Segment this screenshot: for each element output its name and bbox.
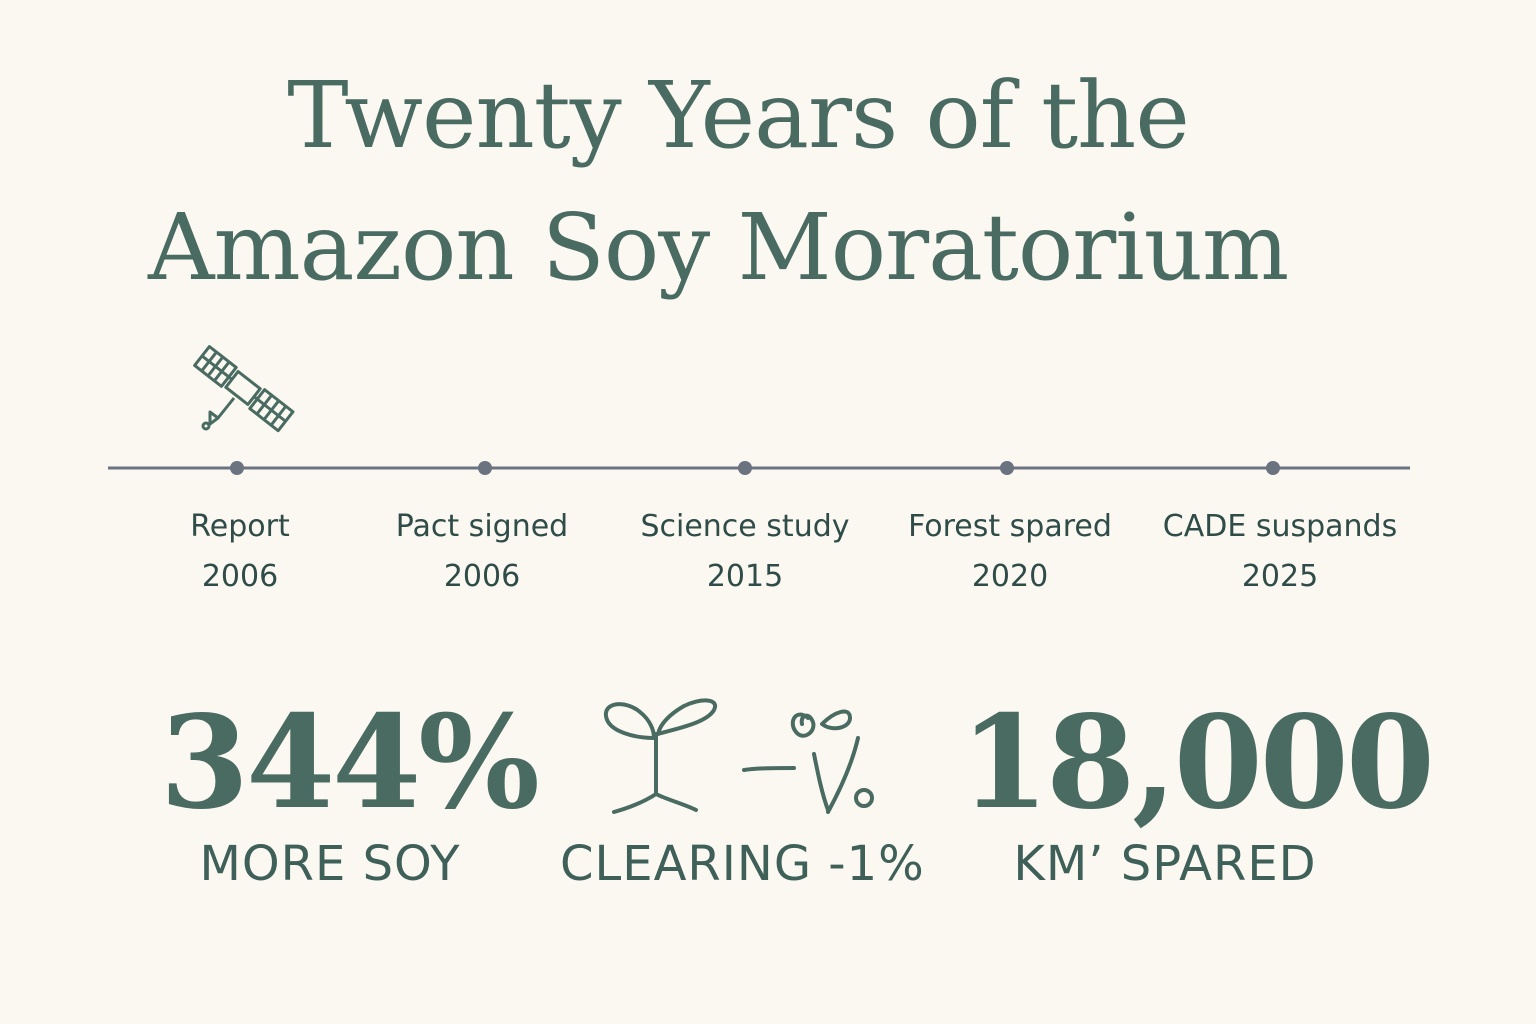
timeline-event-cade: CADE suspands 2025 <box>1150 502 1410 602</box>
stat-spared-value: 18,000 <box>960 688 1435 838</box>
event-year: 2020 <box>971 559 1049 594</box>
page-title-line-2: Amazon Soy Moratorium <box>148 194 1289 301</box>
stat-clearing-label: CLEARING -1% <box>560 836 925 892</box>
stat-soy-value: 344% <box>160 688 540 838</box>
timeline-dot <box>478 461 492 475</box>
timeline-event-report: Report 2006 <box>110 502 370 602</box>
event-year: 2015 <box>706 559 784 594</box>
timeline-dot <box>1000 461 1014 475</box>
timeline-event-pact: Pact signed 2006 <box>352 502 612 602</box>
stat-spared-label: KM’ SPARED <box>1013 836 1317 892</box>
event-label: Science study <box>640 509 850 544</box>
sprout-icon <box>603 698 874 814</box>
percent-icon <box>742 709 874 814</box>
stat-soy-label: MORE SOY <box>199 836 461 892</box>
event-year: 2006 <box>443 559 521 594</box>
satellite-icon <box>193 345 295 433</box>
timeline-dot <box>738 461 752 475</box>
page-title-line-1: Twenty Years of the <box>287 62 1190 169</box>
timeline-dot <box>1266 461 1280 475</box>
timeline <box>108 461 1410 475</box>
event-label: Report <box>190 509 290 544</box>
event-year: 2006 <box>201 559 279 594</box>
timeline-event-study: Science study 2015 <box>615 502 875 602</box>
event-label: Pact signed <box>395 509 569 544</box>
event-label: Forest spared <box>908 509 1112 544</box>
event-label: CADE suspands <box>1162 509 1398 544</box>
timeline-dot <box>230 461 244 475</box>
timeline-event-forest: Forest spared 2020 <box>880 502 1140 602</box>
event-year: 2025 <box>1241 559 1319 594</box>
